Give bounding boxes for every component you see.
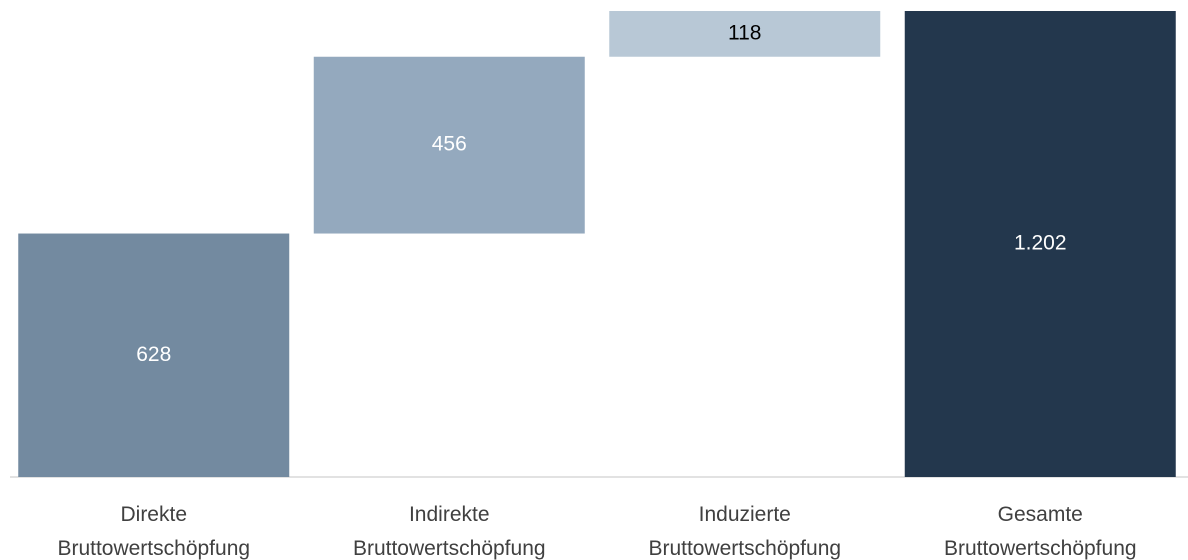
x-tick-label-line: Bruttowertschöpfung <box>648 537 841 560</box>
value-label: 456 <box>432 133 467 156</box>
value-label: 118 <box>728 21 761 44</box>
x-tick-label-line: Induzierte <box>699 503 791 526</box>
bar <box>609 11 881 57</box>
x-tick-label-line: Direkte <box>120 503 187 526</box>
x-tick-label-line: Indirekte <box>409 503 490 526</box>
value-label: 628 <box>136 343 171 366</box>
x-tick-label: Indirekte Bruttowertschöpfung <box>353 503 546 560</box>
bar <box>313 56 585 234</box>
x-tick-label-line: Bruttowertschöpfung <box>353 537 546 560</box>
bar <box>18 233 290 477</box>
x-tick-label-line: Gesamte <box>998 503 1083 526</box>
x-tick-label: Gesamte Bruttowertschöpfung <box>944 503 1137 560</box>
x-tick-label-line: Bruttowertschöpfung <box>57 537 250 560</box>
value-label: 1.202 <box>1014 232 1067 255</box>
x-tick-label: Induzierte Bruttowertschöpfung <box>648 503 841 560</box>
x-tick-label-line: Bruttowertschöpfung <box>944 537 1137 560</box>
x-tick-label: Direkte Bruttowertschöpfung <box>57 503 250 560</box>
bar <box>904 11 1176 477</box>
